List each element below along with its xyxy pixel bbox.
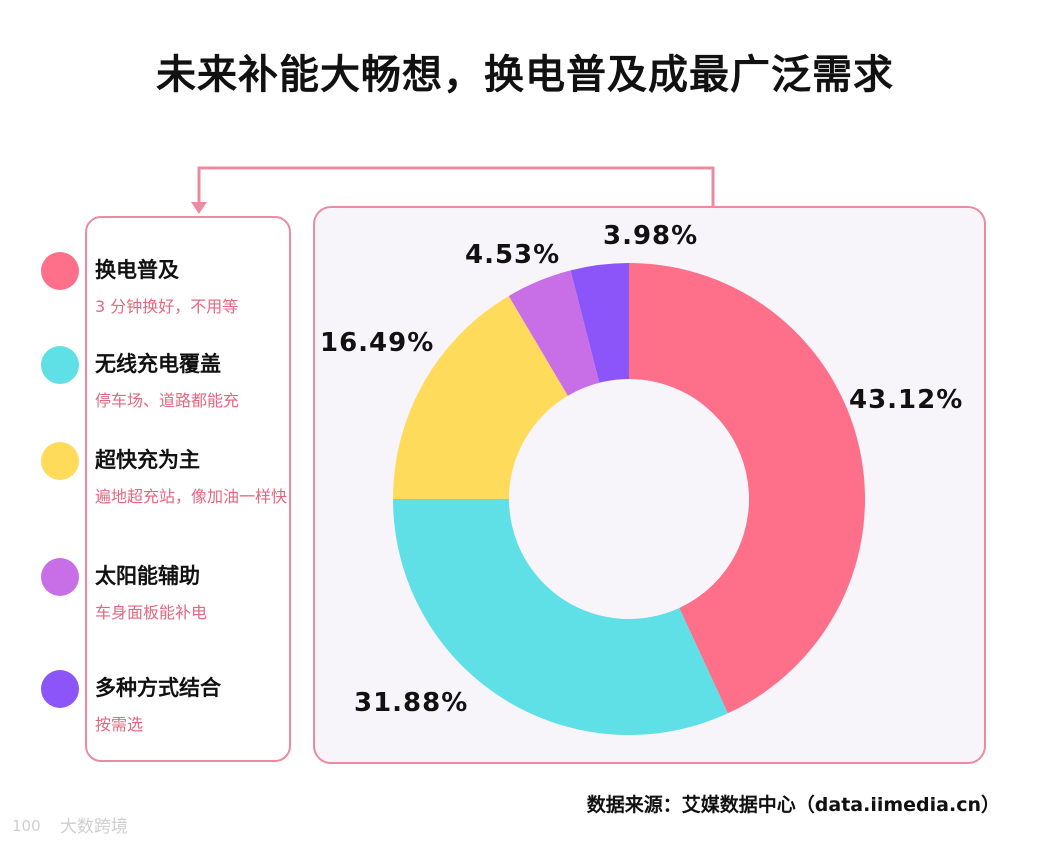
donut-slice-ultra-fast-charging [393,295,568,499]
legend-desc: 3 分钟换好，不用等 [95,297,239,316]
donut-slice-battery-swap [629,263,866,714]
data-source: 数据来源：艾媒数据中心（data.iimedia.cn） [586,794,1000,816]
legend-panel: 换电普及 3 分钟换好，不用等 无线充电覆盖 停车场、道路都能充 超快充为主 遍… [41,216,291,762]
legend-desc: 按需选 [95,715,144,734]
donut-slice-combined-methods [570,263,629,383]
legend-swatch-combined-methods [41,670,79,708]
donut-slice-wireless-charging [393,499,728,735]
data-label-wireless-charging: 31.88% [354,688,468,718]
legend-desc: 车身面板能补电 [95,603,208,622]
watermark-logo-icon: 100 [12,817,41,835]
watermark: 100 大数跨境 [10,812,128,838]
legend-desc: 停车场、道路都能充 [95,391,240,410]
data-label-solar-assist: 4.53% [465,240,560,270]
legend-title: 多种方式结合 [95,676,221,700]
data-label-ultra-fast-charging: 16.49% [320,328,434,358]
legend-title: 太阳能辅助 [95,564,200,588]
legend-swatch-wireless-charging [41,346,79,384]
watermark-text: 大数跨境 [60,817,128,837]
donut-chart: 43.12% 31.88% 16.49% 4.53% 3.98% [320,221,963,735]
legend-title: 超快充为主 [95,448,200,472]
legend-swatch-solar-assist [41,558,79,596]
data-label-battery-swap: 43.12% [849,385,963,415]
legend-swatch-battery-swap [41,252,79,290]
data-label-combined-methods: 3.98% [603,221,698,251]
legend-swatch-ultra-fast-charging [41,442,79,480]
page-title: 未来补能大畅想，换电普及成最广泛需求 [156,52,894,98]
donut-slice-solar-assist [508,270,600,396]
legend-desc: 遍地超充站，像加油一样快 [95,487,288,506]
watermark-logo-text: 100 [12,817,41,835]
legend-title: 无线充电覆盖 [95,352,221,376]
legend-title: 换电普及 [95,258,179,282]
